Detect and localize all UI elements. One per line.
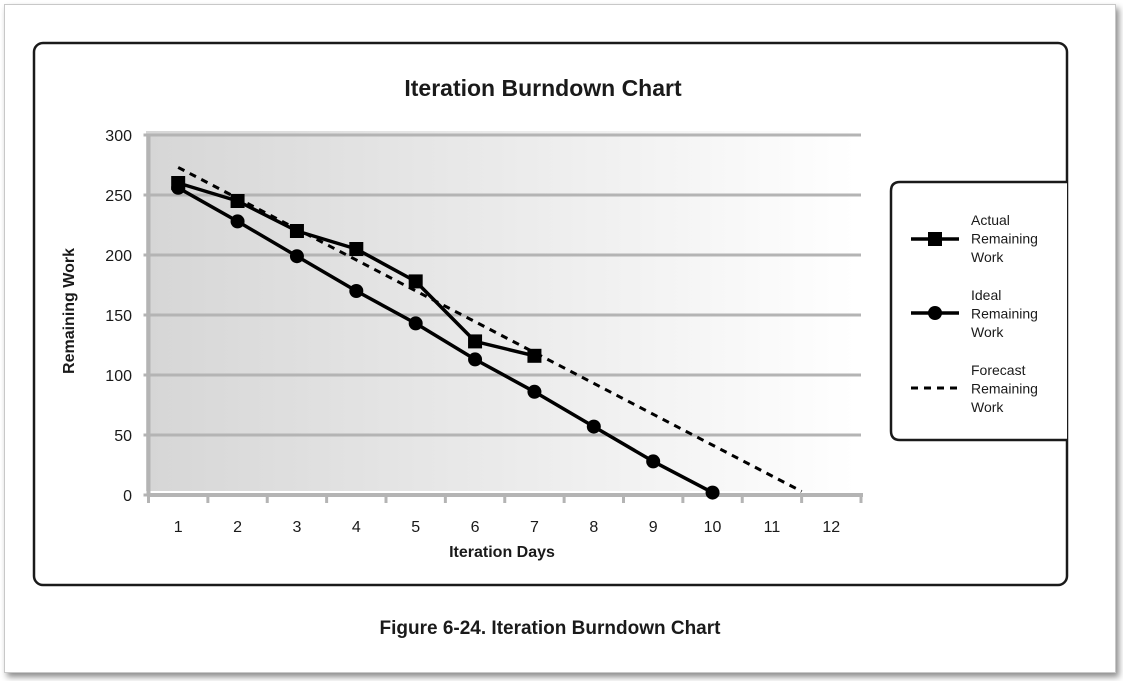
x-tick-label-6: 6 xyxy=(471,519,480,536)
point-actual-1 xyxy=(171,176,186,190)
legend-label-line: Ideal xyxy=(971,287,1001,303)
point-ideal-3 xyxy=(289,249,304,264)
legend-label-line: Actual xyxy=(971,212,1010,228)
x-tick-label-12: 12 xyxy=(822,519,840,536)
y-tick-label-250: 250 xyxy=(105,188,132,205)
point-ideal-6 xyxy=(468,352,483,367)
series-line-ideal xyxy=(177,186,714,495)
legend-label-actual: Actual Remaining Work xyxy=(971,212,1038,265)
x-tick-label-8: 8 xyxy=(589,519,598,536)
legend-swatch-marker-ideal xyxy=(928,306,942,320)
point-ideal-4 xyxy=(349,284,364,298)
legend-item-ideal: Ideal Remaining Work xyxy=(911,287,1038,340)
series-line-forecast xyxy=(177,166,803,493)
figure-page: Iteration Burndown Chart 0 50 100 150 200 250… xyxy=(4,4,1116,673)
burndown-figure: Iteration Burndown Chart 050100150200250… xyxy=(32,41,1069,639)
point-actual-5 xyxy=(408,274,423,289)
x-tick-label-9: 9 xyxy=(649,519,658,536)
point-actual-2 xyxy=(230,194,245,208)
x-tick-label-11: 11 xyxy=(764,519,781,536)
point-ideal-10 xyxy=(705,485,720,500)
legend-label-line: Work xyxy=(971,249,1004,265)
point-actual-6 xyxy=(468,334,483,349)
legend-label-line: Work xyxy=(971,399,1004,415)
legend-label-line: Remaining xyxy=(971,231,1038,247)
legend-label-ideal: Ideal Remaining Work xyxy=(971,287,1038,340)
y-tick-label-150: 150 xyxy=(105,308,132,325)
x-tick-label-2: 2 xyxy=(233,519,242,536)
series-forecast xyxy=(177,166,803,493)
legend-label-line: Forecast xyxy=(971,362,1026,378)
point-ideal-8 xyxy=(586,419,601,434)
y-axis-label: Remaining Work xyxy=(61,248,78,374)
x-tick-label-1: 1 xyxy=(174,519,183,536)
legend-label-line: Remaining xyxy=(971,381,1038,397)
x-axis-label: Iteration Days xyxy=(449,544,555,561)
legend-box xyxy=(889,180,1067,442)
legend-label-line: Work xyxy=(971,324,1004,340)
x-tick-label-5: 5 xyxy=(411,519,420,536)
legend-swatch-marker-actual xyxy=(928,232,942,246)
y-tick-label-50: 50 xyxy=(114,428,132,445)
legend-label-line: Remaining xyxy=(971,306,1038,322)
y-tick-labels: 0 50 100 150 200 250 300 xyxy=(105,128,132,505)
point-actual-7 xyxy=(527,348,542,363)
x-tick-label-10: 10 xyxy=(704,519,722,536)
point-actual-4 xyxy=(349,242,364,256)
axes xyxy=(143,133,863,503)
point-ideal-7 xyxy=(527,384,542,399)
point-ideal-9 xyxy=(646,454,661,469)
y-tick-label-0: 0 xyxy=(123,488,132,505)
legend-item-forecast: Forecast Remaining Work xyxy=(911,362,1038,415)
x-tick-label-3: 3 xyxy=(292,519,301,536)
point-ideal-5 xyxy=(408,316,423,331)
legend-item-actual: Actual Remaining Work xyxy=(911,212,1038,265)
figure-caption: Figure 6-24. Iteration Burndown Chart xyxy=(380,618,722,639)
x-tick-labels: 1 2 3 4 5 6 7 8 9 10 11 12 xyxy=(174,519,841,536)
point-ideal-2 xyxy=(230,214,245,229)
y-tick-label-300: 300 xyxy=(105,128,132,145)
legend-label-forecast: Forecast Remaining Work xyxy=(971,362,1038,415)
x-tick-label-7: 7 xyxy=(530,519,539,536)
point-actual-3 xyxy=(289,224,304,238)
series-layer xyxy=(171,166,803,500)
series-actual xyxy=(171,176,542,363)
y-tick-label-100: 100 xyxy=(105,368,132,385)
y-tick-label-200: 200 xyxy=(105,248,132,265)
plot-area xyxy=(146,131,856,491)
series-ideal xyxy=(171,180,720,500)
chart-title: Iteration Burndown Chart xyxy=(404,75,682,101)
x-tick-label-4: 4 xyxy=(352,519,361,536)
